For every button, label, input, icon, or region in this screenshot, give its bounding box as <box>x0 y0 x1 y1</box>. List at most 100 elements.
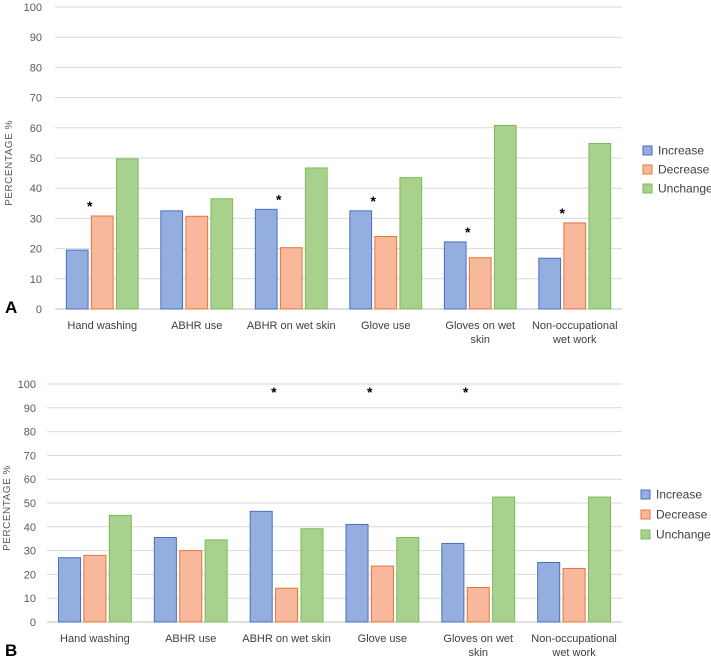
category-label: ABHR use <box>165 633 216 645</box>
y-tick-label: 90 <box>30 32 42 44</box>
bar-decrease-5 <box>468 257 492 310</box>
legend-label-increase: Increase <box>658 144 704 158</box>
y-tick-label: 20 <box>30 244 42 256</box>
bar-unchanged-5 <box>492 496 516 623</box>
chart-panel-A: 0 10 20 30 40 50 60 70 80 90 100 PERCENTAGE % * Hand … <box>4 2 711 346</box>
bar-unchanged-2 <box>210 198 234 310</box>
bar-unchanged-5 <box>493 124 517 310</box>
bar-increase-3 <box>249 510 273 623</box>
y-tick-label: 40 <box>24 522 36 534</box>
bar-increase-2 <box>153 537 177 623</box>
bar-decrease-3 <box>279 247 303 310</box>
legend-label-decrease: Decrease <box>656 508 708 522</box>
category-label: Glove use <box>358 633 408 645</box>
y-tick-label: 80 <box>24 427 36 439</box>
bar-decrease-2 <box>185 215 209 310</box>
legend-label-unchanged: Unchanged <box>656 528 711 542</box>
significance-marker: * <box>367 384 373 400</box>
category-label: wet work <box>552 334 597 346</box>
y-tick-label: 100 <box>18 379 36 391</box>
category-label: skin <box>470 334 490 346</box>
significance-marker: * <box>465 224 471 240</box>
bar-increase-1 <box>65 249 89 310</box>
significance-marker: * <box>560 205 566 221</box>
legend-swatch-unchanged <box>642 183 653 194</box>
bar-increase-4 <box>345 523 369 623</box>
bar-increase-6 <box>538 257 562 310</box>
bar-unchanged-6 <box>587 496 611 623</box>
y-axis-label: PERCENTAGE % <box>2 465 13 551</box>
significance-marker: * <box>276 191 282 207</box>
bar-decrease-2 <box>179 550 203 623</box>
category-label: Gloves on wet <box>443 633 513 645</box>
category-label: Gloves on wet <box>445 320 515 332</box>
chart-panel-B: 0 10 20 30 40 50 60 70 80 90 100 PERCENTAGE % Hand w… <box>2 379 711 659</box>
bar-decrease-1 <box>90 215 114 310</box>
bar-unchanged-1 <box>115 158 139 310</box>
y-tick-label: 30 <box>30 213 42 225</box>
category-label: Non-occupational <box>532 320 618 332</box>
bar-unchanged-3 <box>300 528 324 623</box>
bar-decrease-4 <box>370 565 394 623</box>
bar-unchanged-4 <box>399 177 423 310</box>
legend-label-unchanged: Unchanged <box>658 182 711 196</box>
bar-unchanged-2 <box>204 539 228 623</box>
panel-label: B <box>5 641 17 659</box>
significance-marker: * <box>463 384 469 400</box>
bar-unchanged-3 <box>304 167 328 310</box>
bar-unchanged-1 <box>108 514 132 623</box>
y-tick-label: 50 <box>24 498 36 510</box>
category-label: Non-occupational <box>531 633 617 645</box>
y-tick-label: 60 <box>30 123 42 135</box>
bar-increase-6 <box>537 562 561 623</box>
y-tick-label: 50 <box>30 153 42 165</box>
category-label: ABHR on wet skin <box>247 320 336 332</box>
bar-decrease-1 <box>83 554 107 623</box>
y-tick-label: 80 <box>30 62 42 74</box>
significance-marker: * <box>271 384 277 400</box>
y-tick-label: 70 <box>30 93 42 105</box>
bar-increase-5 <box>441 542 465 623</box>
category-label: wet work <box>551 647 596 659</box>
y-tick-label: 0 <box>36 304 42 316</box>
bar-decrease-5 <box>466 586 490 623</box>
bar-unchanged-6 <box>588 143 612 310</box>
y-tick-label: 60 <box>24 474 36 486</box>
bar-decrease-4 <box>374 236 398 310</box>
y-axis-label: PERCENTAGE % <box>4 120 15 206</box>
bar-increase-3 <box>254 208 278 310</box>
category-label: ABHR on wet skin <box>242 633 331 645</box>
legend-swatch-decrease <box>640 509 651 520</box>
legend-label-increase: Increase <box>656 488 702 502</box>
category-label: skin <box>468 647 488 659</box>
legend-swatch-decrease <box>642 164 653 175</box>
category-label: Hand washing <box>67 320 137 332</box>
bar-increase-1 <box>58 557 82 623</box>
y-tick-label: 30 <box>24 546 36 558</box>
bar-decrease-3 <box>275 587 299 623</box>
y-tick-label: 70 <box>24 450 36 462</box>
y-tick-label: 20 <box>24 569 36 581</box>
category-label: Hand washing <box>60 633 130 645</box>
bar-decrease-6 <box>563 222 587 310</box>
bar-increase-4 <box>349 210 373 310</box>
bar-decrease-6 <box>562 567 586 623</box>
y-tick-label: 0 <box>30 617 36 629</box>
legend-swatch-increase <box>640 489 651 500</box>
panel-label: A <box>5 298 17 317</box>
significance-marker: * <box>371 193 377 209</box>
y-tick-label: 90 <box>24 403 36 415</box>
bar-increase-2 <box>160 210 184 310</box>
legend-label-decrease: Decrease <box>658 163 710 177</box>
y-tick-label: 40 <box>30 183 42 195</box>
legend-swatch-increase <box>642 145 653 156</box>
significance-marker: * <box>87 198 93 214</box>
category-label: Glove use <box>361 320 411 332</box>
category-label: ABHR use <box>171 320 222 332</box>
y-tick-label: 100 <box>24 2 42 14</box>
legend-swatch-unchanged <box>640 529 651 540</box>
bar-unchanged-4 <box>396 537 420 623</box>
y-tick-label: 10 <box>24 593 36 605</box>
bar-increase-5 <box>443 241 467 310</box>
